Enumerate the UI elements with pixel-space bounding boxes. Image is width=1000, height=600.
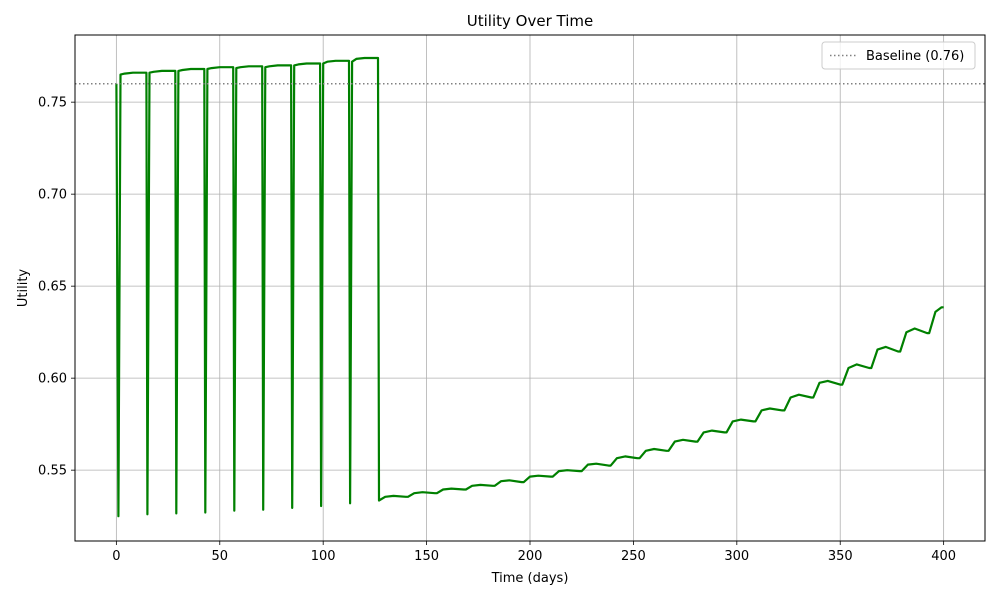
y-tick-label: 0.60 bbox=[38, 372, 67, 387]
y-tick-label: 0.75 bbox=[38, 96, 67, 111]
chart-title: Utility Over Time bbox=[467, 12, 593, 30]
x-tick-label: 200 bbox=[518, 549, 543, 564]
legend-label-baseline: Baseline (0.76) bbox=[866, 49, 964, 64]
x-tick-label: 50 bbox=[211, 549, 228, 564]
y-tick-label: 0.65 bbox=[38, 280, 67, 295]
x-tick-label: 400 bbox=[931, 549, 956, 564]
x-tick-label: 150 bbox=[414, 549, 439, 564]
y-axis-label: Utility bbox=[16, 269, 31, 308]
x-tick-label: 0 bbox=[112, 549, 120, 564]
legend: Baseline (0.76) bbox=[821, 41, 976, 70]
legend-box bbox=[821, 41, 976, 70]
x-tick-label: 300 bbox=[724, 549, 749, 564]
x-tick-label: 100 bbox=[311, 549, 336, 564]
grid bbox=[75, 35, 985, 541]
utility-line bbox=[115, 56, 944, 518]
y-tick-label: 0.55 bbox=[38, 464, 67, 479]
y-tick-label: 0.70 bbox=[38, 188, 67, 203]
x-tick-label: 350 bbox=[828, 549, 853, 564]
x-tick-label: 250 bbox=[621, 549, 646, 564]
x-axis-label: Time (days) bbox=[491, 571, 569, 586]
axis-ticks: 0 50 100 150 200 250 300 350 400 0.55 0.60 0.65 0.70… bbox=[38, 96, 956, 564]
plot-data bbox=[75, 56, 985, 518]
